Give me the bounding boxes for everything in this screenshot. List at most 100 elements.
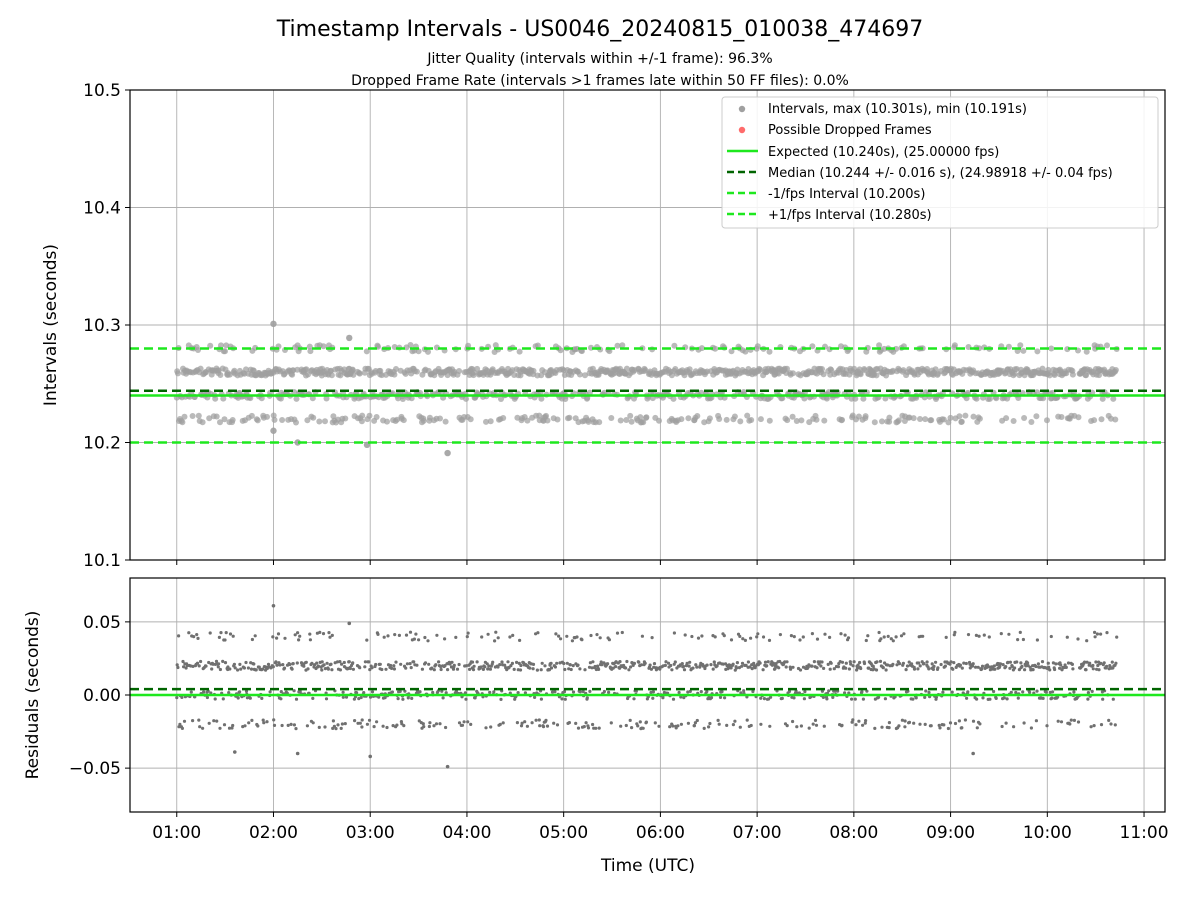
residual-point <box>394 660 398 664</box>
residual-point <box>607 690 611 695</box>
residual-point <box>231 634 235 638</box>
interval-point <box>303 366 310 373</box>
residual-point <box>464 664 468 668</box>
residual-point <box>694 663 698 667</box>
residual-point <box>518 638 522 643</box>
legend-item-intervals: Intervals, max (10.301s), min (10.191s) <box>738 102 1027 117</box>
residual-point <box>759 696 763 700</box>
residual-point <box>543 664 547 668</box>
interval-point <box>543 412 549 419</box>
residual-point <box>1019 661 1023 665</box>
residual-point <box>471 668 476 672</box>
residual-point <box>236 668 240 672</box>
residual-point <box>272 718 276 722</box>
residual-point <box>1004 721 1008 725</box>
residual-point <box>391 724 395 728</box>
residual-point <box>953 721 958 726</box>
residual-point <box>534 718 538 722</box>
legend: Intervals, max (10.301s), min (10.191s) … <box>721 96 1159 229</box>
residual-point <box>358 721 362 725</box>
residual-point <box>368 695 373 699</box>
interval-point <box>1110 395 1117 402</box>
residual-point <box>968 666 972 670</box>
residual-point <box>310 661 314 666</box>
residual-point <box>571 690 576 694</box>
residual-point <box>586 726 591 730</box>
residual-point <box>1007 632 1011 636</box>
residual-point <box>703 666 707 671</box>
residual-point <box>746 660 751 664</box>
interval-point <box>207 342 214 349</box>
residual-point <box>607 638 612 642</box>
interval-point <box>195 347 201 353</box>
interval-point <box>1099 395 1106 402</box>
interval-point <box>248 412 255 419</box>
residual-point <box>392 667 396 671</box>
residual-point <box>812 660 817 664</box>
residual-point <box>320 660 324 664</box>
residual-point <box>353 719 357 723</box>
residual-point <box>381 724 385 728</box>
residual-point <box>624 666 628 670</box>
residual-point <box>228 667 232 671</box>
residual-point <box>201 726 205 730</box>
residual-point <box>575 635 579 639</box>
interval-point <box>1083 348 1090 355</box>
interval-point <box>1048 345 1055 352</box>
interval-point <box>538 395 545 402</box>
residual-point <box>317 725 321 730</box>
residual-point <box>970 664 975 668</box>
residual-point <box>519 663 523 668</box>
residual-point <box>859 666 863 671</box>
residual-point <box>827 689 831 693</box>
residual-point <box>1084 668 1088 672</box>
interval-point <box>737 418 744 425</box>
residual-point <box>1093 630 1097 635</box>
residual-point <box>401 697 405 701</box>
residual-point <box>1092 724 1096 728</box>
residual-point <box>365 638 369 642</box>
residual-point <box>811 722 815 726</box>
residual-point <box>769 695 773 699</box>
residual-point <box>900 718 905 722</box>
residual-point <box>905 664 910 668</box>
residual-point <box>839 632 843 636</box>
residual-point <box>198 725 202 729</box>
residual-point <box>500 660 504 664</box>
residual-point <box>828 667 832 671</box>
residual-point <box>516 691 520 695</box>
residual-point <box>216 665 220 669</box>
residual-point <box>877 695 881 699</box>
residual-point <box>327 631 331 635</box>
residual-point <box>535 668 540 672</box>
interval-point <box>860 395 867 402</box>
residual-point <box>1076 720 1081 724</box>
interval-point <box>420 417 427 424</box>
residual-point <box>422 725 426 729</box>
interval-point <box>195 412 202 419</box>
residual-point <box>866 634 870 638</box>
residual-point <box>761 635 766 639</box>
interval-point <box>1010 418 1017 424</box>
interval-point <box>879 418 885 425</box>
residual-point <box>485 662 489 666</box>
residual-point <box>528 666 532 670</box>
interval-point <box>940 416 947 423</box>
residual-point <box>777 666 781 670</box>
residual-point <box>358 666 362 670</box>
residual-point <box>177 725 181 729</box>
residual-point <box>437 660 441 664</box>
residual-point <box>720 690 724 694</box>
residual-point <box>496 665 500 669</box>
residual-point <box>1076 637 1080 641</box>
residual-point <box>395 723 399 727</box>
interval-point <box>221 416 228 423</box>
residual-point <box>907 720 912 725</box>
residual-point <box>880 725 884 729</box>
residual-point <box>668 725 672 729</box>
residual-point <box>914 696 918 700</box>
residual-point <box>873 726 877 731</box>
residual-point <box>630 726 634 730</box>
interval-point <box>784 417 791 424</box>
interval-point <box>813 416 820 423</box>
